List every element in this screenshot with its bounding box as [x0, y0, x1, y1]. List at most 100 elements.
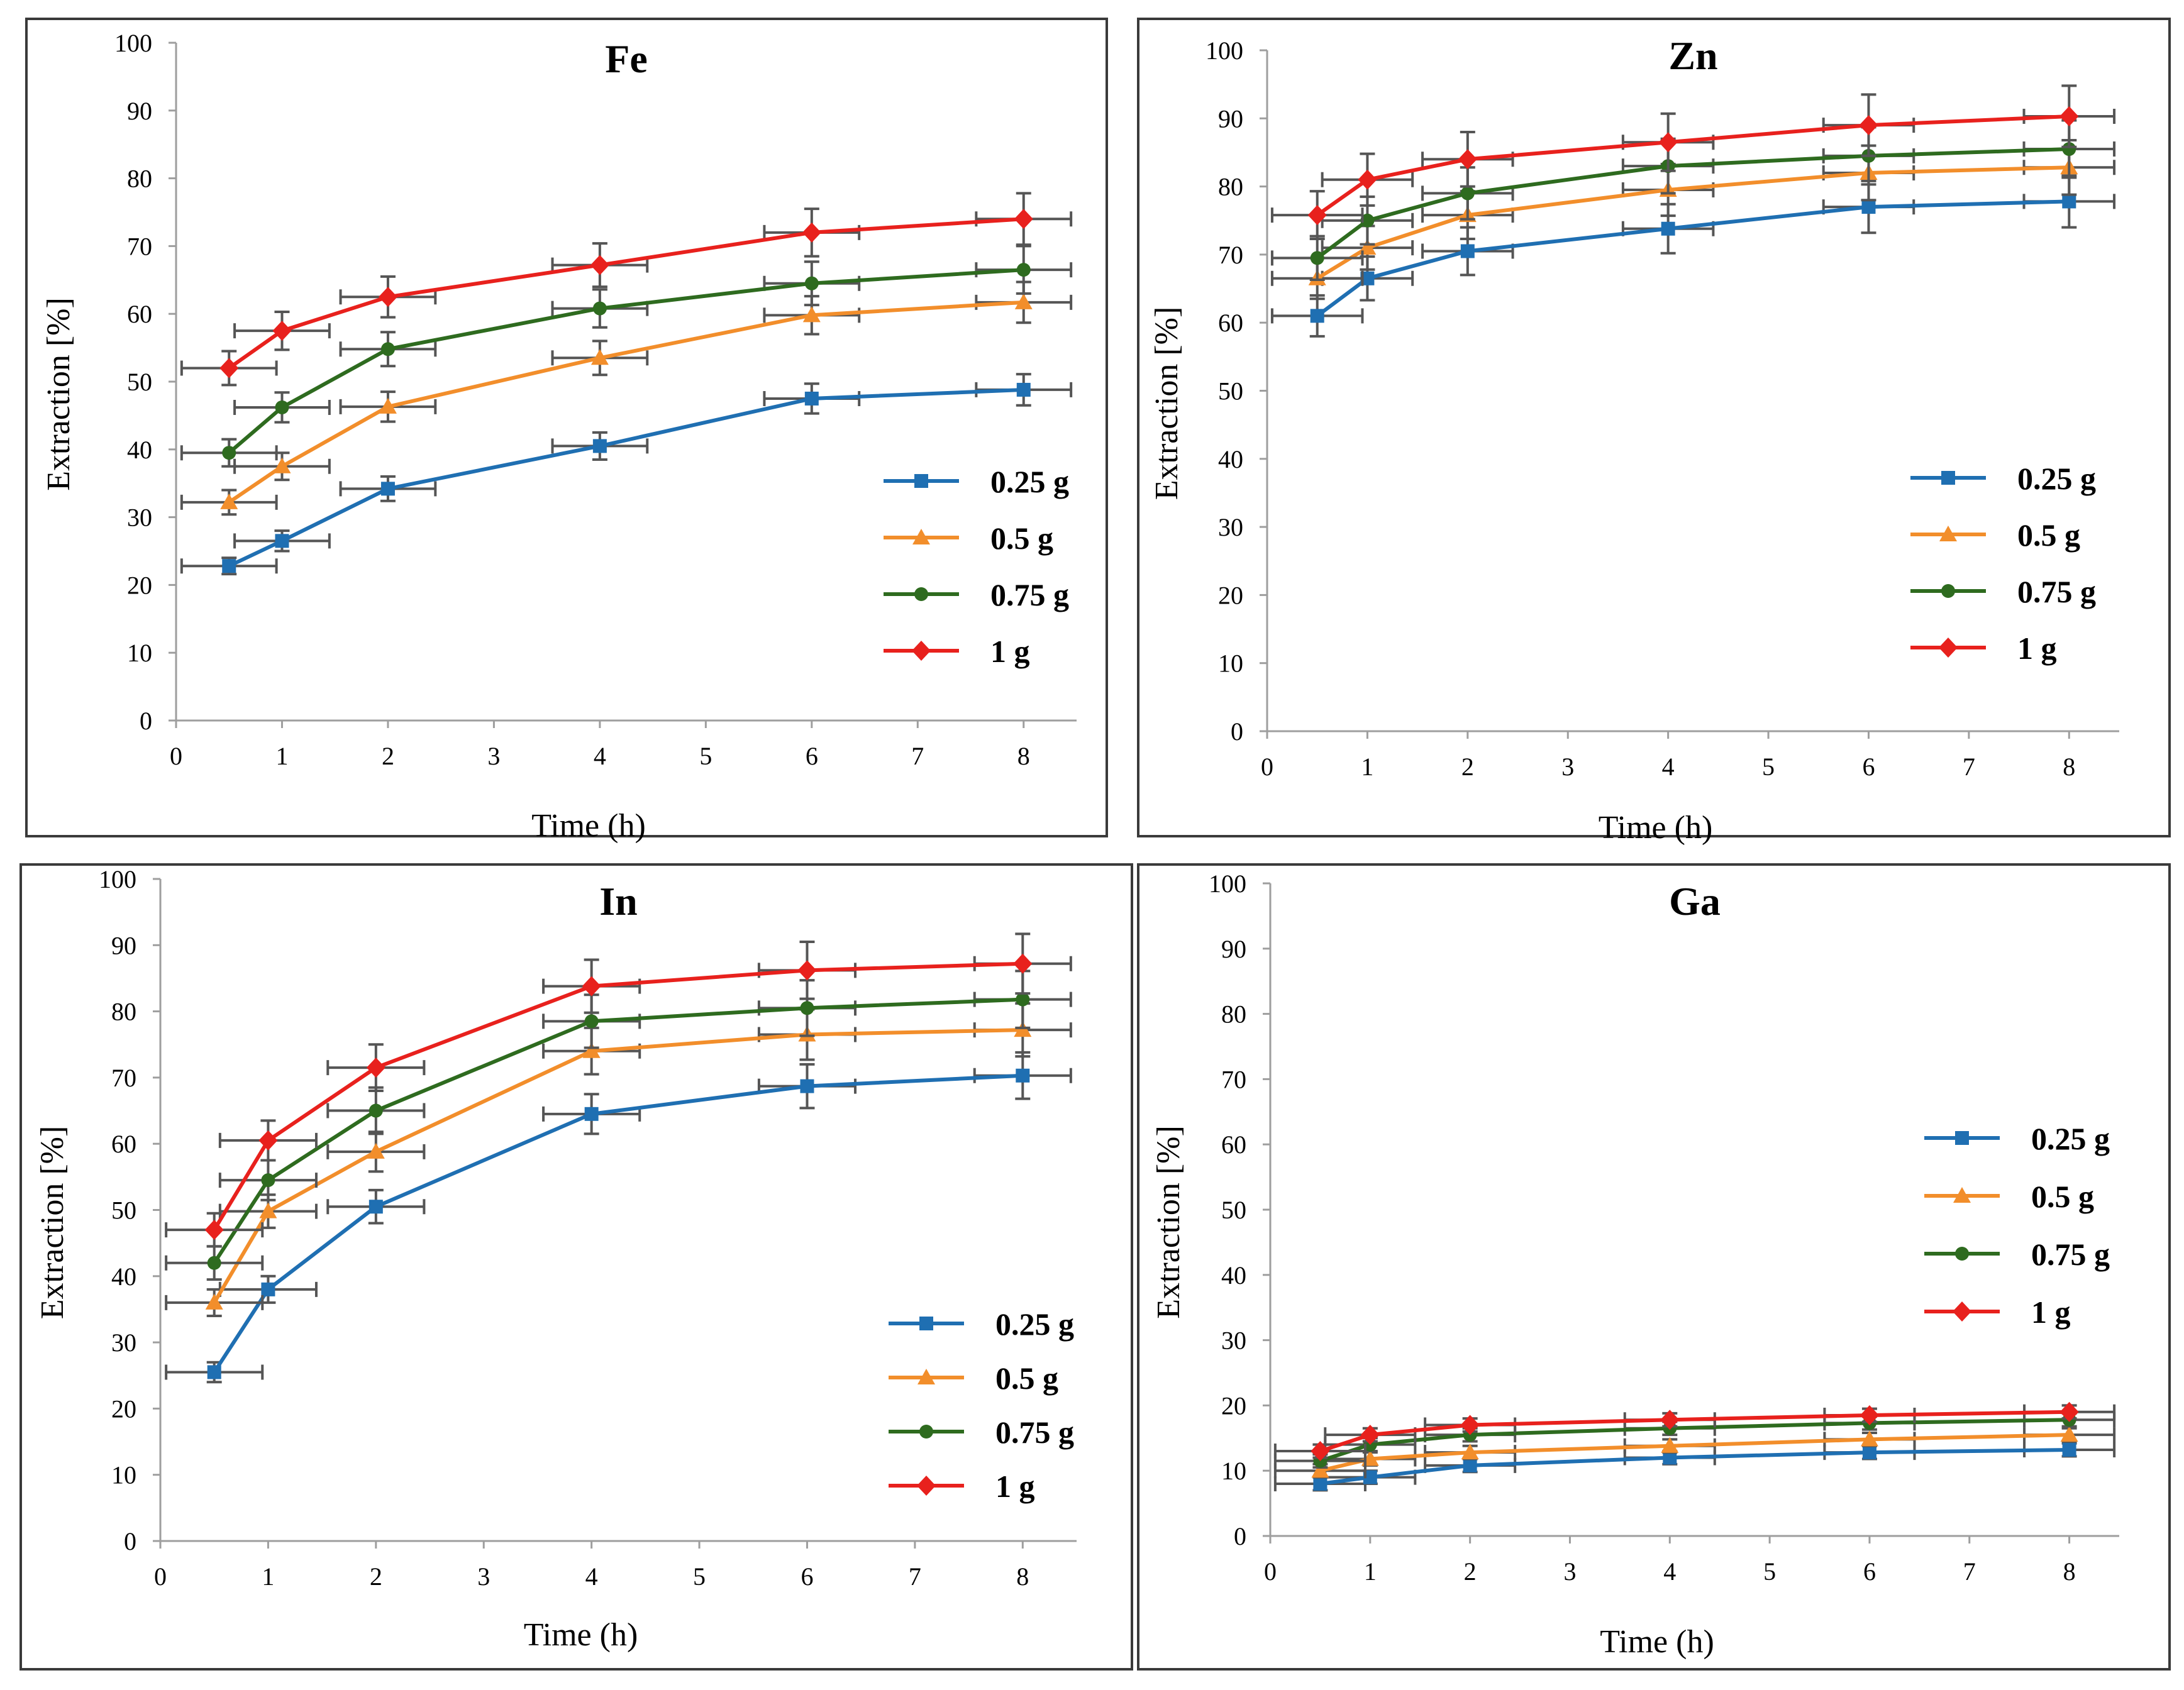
data-point: [802, 306, 821, 323]
data-point: [2059, 106, 2079, 127]
zn-x-tick-label: 4: [1662, 753, 1675, 781]
in-y-tick-label: 70: [111, 1064, 136, 1092]
zn-y-tick-label: 50: [1218, 377, 1243, 406]
legend-item: 0.75 g: [1924, 1237, 2110, 1272]
data-point: [1014, 293, 1033, 309]
data-point: [1016, 382, 1031, 397]
fe-series-0-25g: [180, 373, 1073, 576]
data-point: [1360, 271, 1375, 285]
legend-marker: [1939, 526, 1957, 541]
data-point: [222, 446, 236, 460]
fe-series-1g: [180, 192, 1073, 387]
data-point: [1658, 132, 1678, 153]
data-point: [207, 1365, 221, 1379]
fe-x-axis-title: Time (h): [531, 808, 646, 844]
in-x-axis-title: Time (h): [524, 1617, 638, 1653]
ga-y-tick-label: 10: [1221, 1457, 1246, 1485]
data-point: [1016, 992, 1030, 1007]
legend-item: 0.25 g: [1910, 461, 2096, 496]
fe-x-tick-label: 3: [487, 742, 500, 770]
in-y-tick-label: 10: [111, 1461, 136, 1489]
ga-x-tick-label: 2: [1464, 1557, 1477, 1586]
zn-y-tick-label: 100: [1206, 36, 1243, 65]
zn-x-tick-label: 2: [1461, 753, 1474, 781]
ga-y-tick-label: 0: [1234, 1522, 1246, 1550]
legend-marker: [919, 1317, 933, 1330]
data-point: [219, 358, 239, 378]
legend-item: 0.75 g: [884, 577, 1069, 612]
zn-x-tick-label: 1: [1361, 753, 1373, 781]
zn-x-axis-title: Time (h): [1599, 810, 1713, 846]
ga-y-tick-label: 90: [1221, 935, 1246, 963]
ga-y-tick-label: 40: [1221, 1261, 1246, 1290]
legend-label: 1 g: [995, 1469, 1035, 1504]
fe-y-tick-label: 20: [127, 571, 152, 599]
fe-y-tick-label: 50: [127, 368, 152, 396]
data-point: [590, 255, 609, 275]
data-point: [804, 276, 819, 290]
in-y-tick-label: 50: [111, 1196, 136, 1225]
in-x-tick-label: 2: [370, 1562, 382, 1591]
legend-label: 0.5 g: [2031, 1179, 2094, 1214]
series-line: [213, 997, 1023, 1264]
ga-title: Ga: [1669, 879, 1721, 924]
fe-x-tick-label: 2: [382, 742, 394, 770]
series-line: [1316, 114, 2070, 217]
data-point: [592, 439, 607, 453]
data-point: [261, 1282, 275, 1296]
legend-label: 0.5 g: [2017, 517, 2080, 553]
in-x-tick-label: 1: [262, 1562, 274, 1591]
data-point: [2059, 1401, 2079, 1422]
in-y-tick-label: 100: [99, 865, 136, 893]
data-point: [1458, 149, 1477, 170]
legend-marker: [917, 1369, 935, 1384]
series-line: [213, 1028, 1023, 1304]
legend-marker: [914, 587, 928, 601]
ga-series-0-25g: [1273, 1442, 2116, 1492]
data-point: [800, 1079, 814, 1093]
data-point: [259, 1202, 277, 1218]
data-point: [804, 391, 819, 406]
fe-x-tick-label: 1: [275, 742, 288, 770]
legend-marker: [1939, 638, 1958, 658]
ga-x-tick-label: 0: [1264, 1557, 1277, 1586]
data-point: [1310, 251, 1324, 265]
in-x-tick-label: 6: [801, 1562, 813, 1591]
zn-series-1g: [1270, 84, 2116, 240]
ga-frame: [1137, 863, 2171, 1671]
data-point: [366, 1058, 385, 1078]
data-point: [1360, 213, 1375, 228]
legend-marker: [1955, 1131, 1969, 1145]
ga-x-tick-label: 1: [1364, 1557, 1377, 1586]
legend-item: 1 g: [884, 634, 1030, 669]
data-point: [207, 1256, 221, 1270]
ga-x-axis-title: Time (h): [1600, 1624, 1714, 1660]
data-point: [1661, 221, 1675, 236]
data-point: [797, 960, 817, 981]
in-panel: 0 10 20 30 40 50 60 70 80 90 100 0 1 2 3 4 5 6 7 8 In Time (h…: [19, 863, 1133, 1671]
series-line: [213, 961, 1023, 1231]
fe-title: Fe: [605, 36, 648, 81]
legend-item: 0.25 g: [1924, 1121, 2110, 1156]
zn-y-tick-label: 60: [1218, 309, 1243, 337]
legend-marker: [912, 641, 931, 661]
legend-marker: [1941, 584, 1955, 598]
data-point: [1860, 1405, 1879, 1425]
ga-x-tick-label: 7: [1963, 1557, 1976, 1586]
legend-label: 1 g: [990, 634, 1030, 669]
ga-panel: 0 10 20 30 40 50 60 70 80 90 100 0 1 2 3 4 5 6 7 8 Ga Time (h…: [1137, 863, 2171, 1671]
fe-x-tick-label: 7: [911, 742, 924, 770]
data-point: [1660, 1410, 1680, 1430]
data-point: [1311, 1462, 1329, 1478]
in-title: In: [599, 879, 638, 924]
data-point: [1661, 1437, 1679, 1453]
legend-label: 0.75 g: [2017, 574, 2096, 609]
in-x-tick-label: 7: [909, 1562, 921, 1591]
data-point: [1311, 1441, 1330, 1462]
data-point: [1013, 953, 1033, 974]
data-point: [369, 1200, 383, 1214]
fe-y-axis-title: Extraction [%]: [41, 297, 77, 491]
legend-item: 1 g: [889, 1469, 1035, 1504]
zn-y-tick-label: 70: [1218, 241, 1243, 269]
in-x-tick-label: 8: [1016, 1562, 1029, 1591]
